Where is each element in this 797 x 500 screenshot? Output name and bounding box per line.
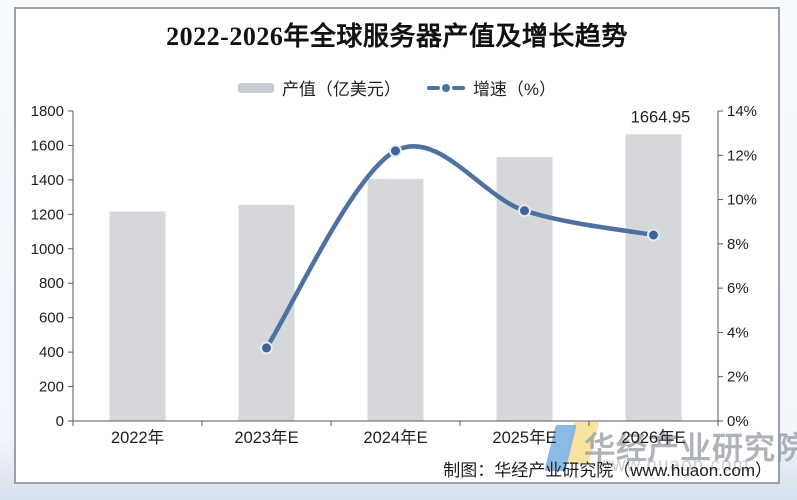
y-left-label: 0 (56, 413, 64, 430)
y-left-label: 200 (39, 379, 64, 396)
x-axis-label: 2024年E (363, 428, 427, 447)
line-dash-icon (451, 85, 465, 90)
y-right-label: 8% (727, 236, 749, 253)
source-credit: 制图：华经产业研究院（www.huaon.com） (443, 461, 772, 480)
y-left-label: 800 (39, 275, 64, 292)
y-right-label: 4% (727, 324, 749, 341)
y-right-label: 0% (727, 413, 749, 430)
y-right-label: 14% (727, 103, 757, 120)
bar-2026年E (625, 134, 682, 421)
legend-item-growth: 增速（%） (426, 75, 557, 100)
y-left-label: 1800 (31, 103, 64, 120)
y-right-label: 2% (727, 369, 749, 386)
bar-2024年E (367, 178, 424, 421)
line-dash-icon (426, 85, 440, 90)
x-axis-label: 2026年E (621, 428, 685, 447)
x-axis-label: 2025年E (492, 428, 556, 447)
bar-2022年 (109, 211, 166, 421)
line-series-swatch-icon (426, 83, 465, 92)
marker-2025年E (518, 204, 531, 218)
y-right-label: 12% (727, 147, 757, 164)
y-left-label: 1600 (31, 137, 64, 154)
legend: 产值（亿美元） 增速（%） (14, 75, 780, 100)
bar-value-label: 1664.95 (631, 108, 691, 126)
bar-2025年E (496, 157, 553, 421)
marker-2023年E (260, 341, 273, 355)
y-left-label: 1000 (31, 241, 64, 258)
line-dot-icon (441, 83, 450, 92)
legend-item-production: 产值（亿美元） (237, 75, 401, 100)
marker-2024年E (389, 144, 402, 158)
y-left-label: 1400 (31, 172, 64, 189)
y-right-label: 6% (727, 280, 749, 297)
legend-label-growth: 增速（%） (472, 80, 557, 99)
y-left-label: 400 (39, 344, 64, 361)
legend-label-production: 产值（亿美元） (281, 80, 401, 99)
chart-title: 2022-2026年全球服务器产值及增长趋势 (166, 22, 628, 51)
bar-series-swatch-icon (237, 82, 274, 93)
x-axis-label: 2022年 (111, 428, 164, 447)
y-left-label: 1200 (31, 206, 64, 223)
marker-2026年E (647, 228, 660, 242)
y-right-label: 10% (727, 192, 757, 209)
x-axis-label: 2023年E (234, 428, 298, 447)
y-left-label: 600 (39, 310, 64, 327)
watermark-url-text: www.huaon.com (597, 455, 750, 476)
growth-line (264, 143, 656, 351)
watermark-brand-text: 华经产业研究院 (584, 431, 797, 466)
